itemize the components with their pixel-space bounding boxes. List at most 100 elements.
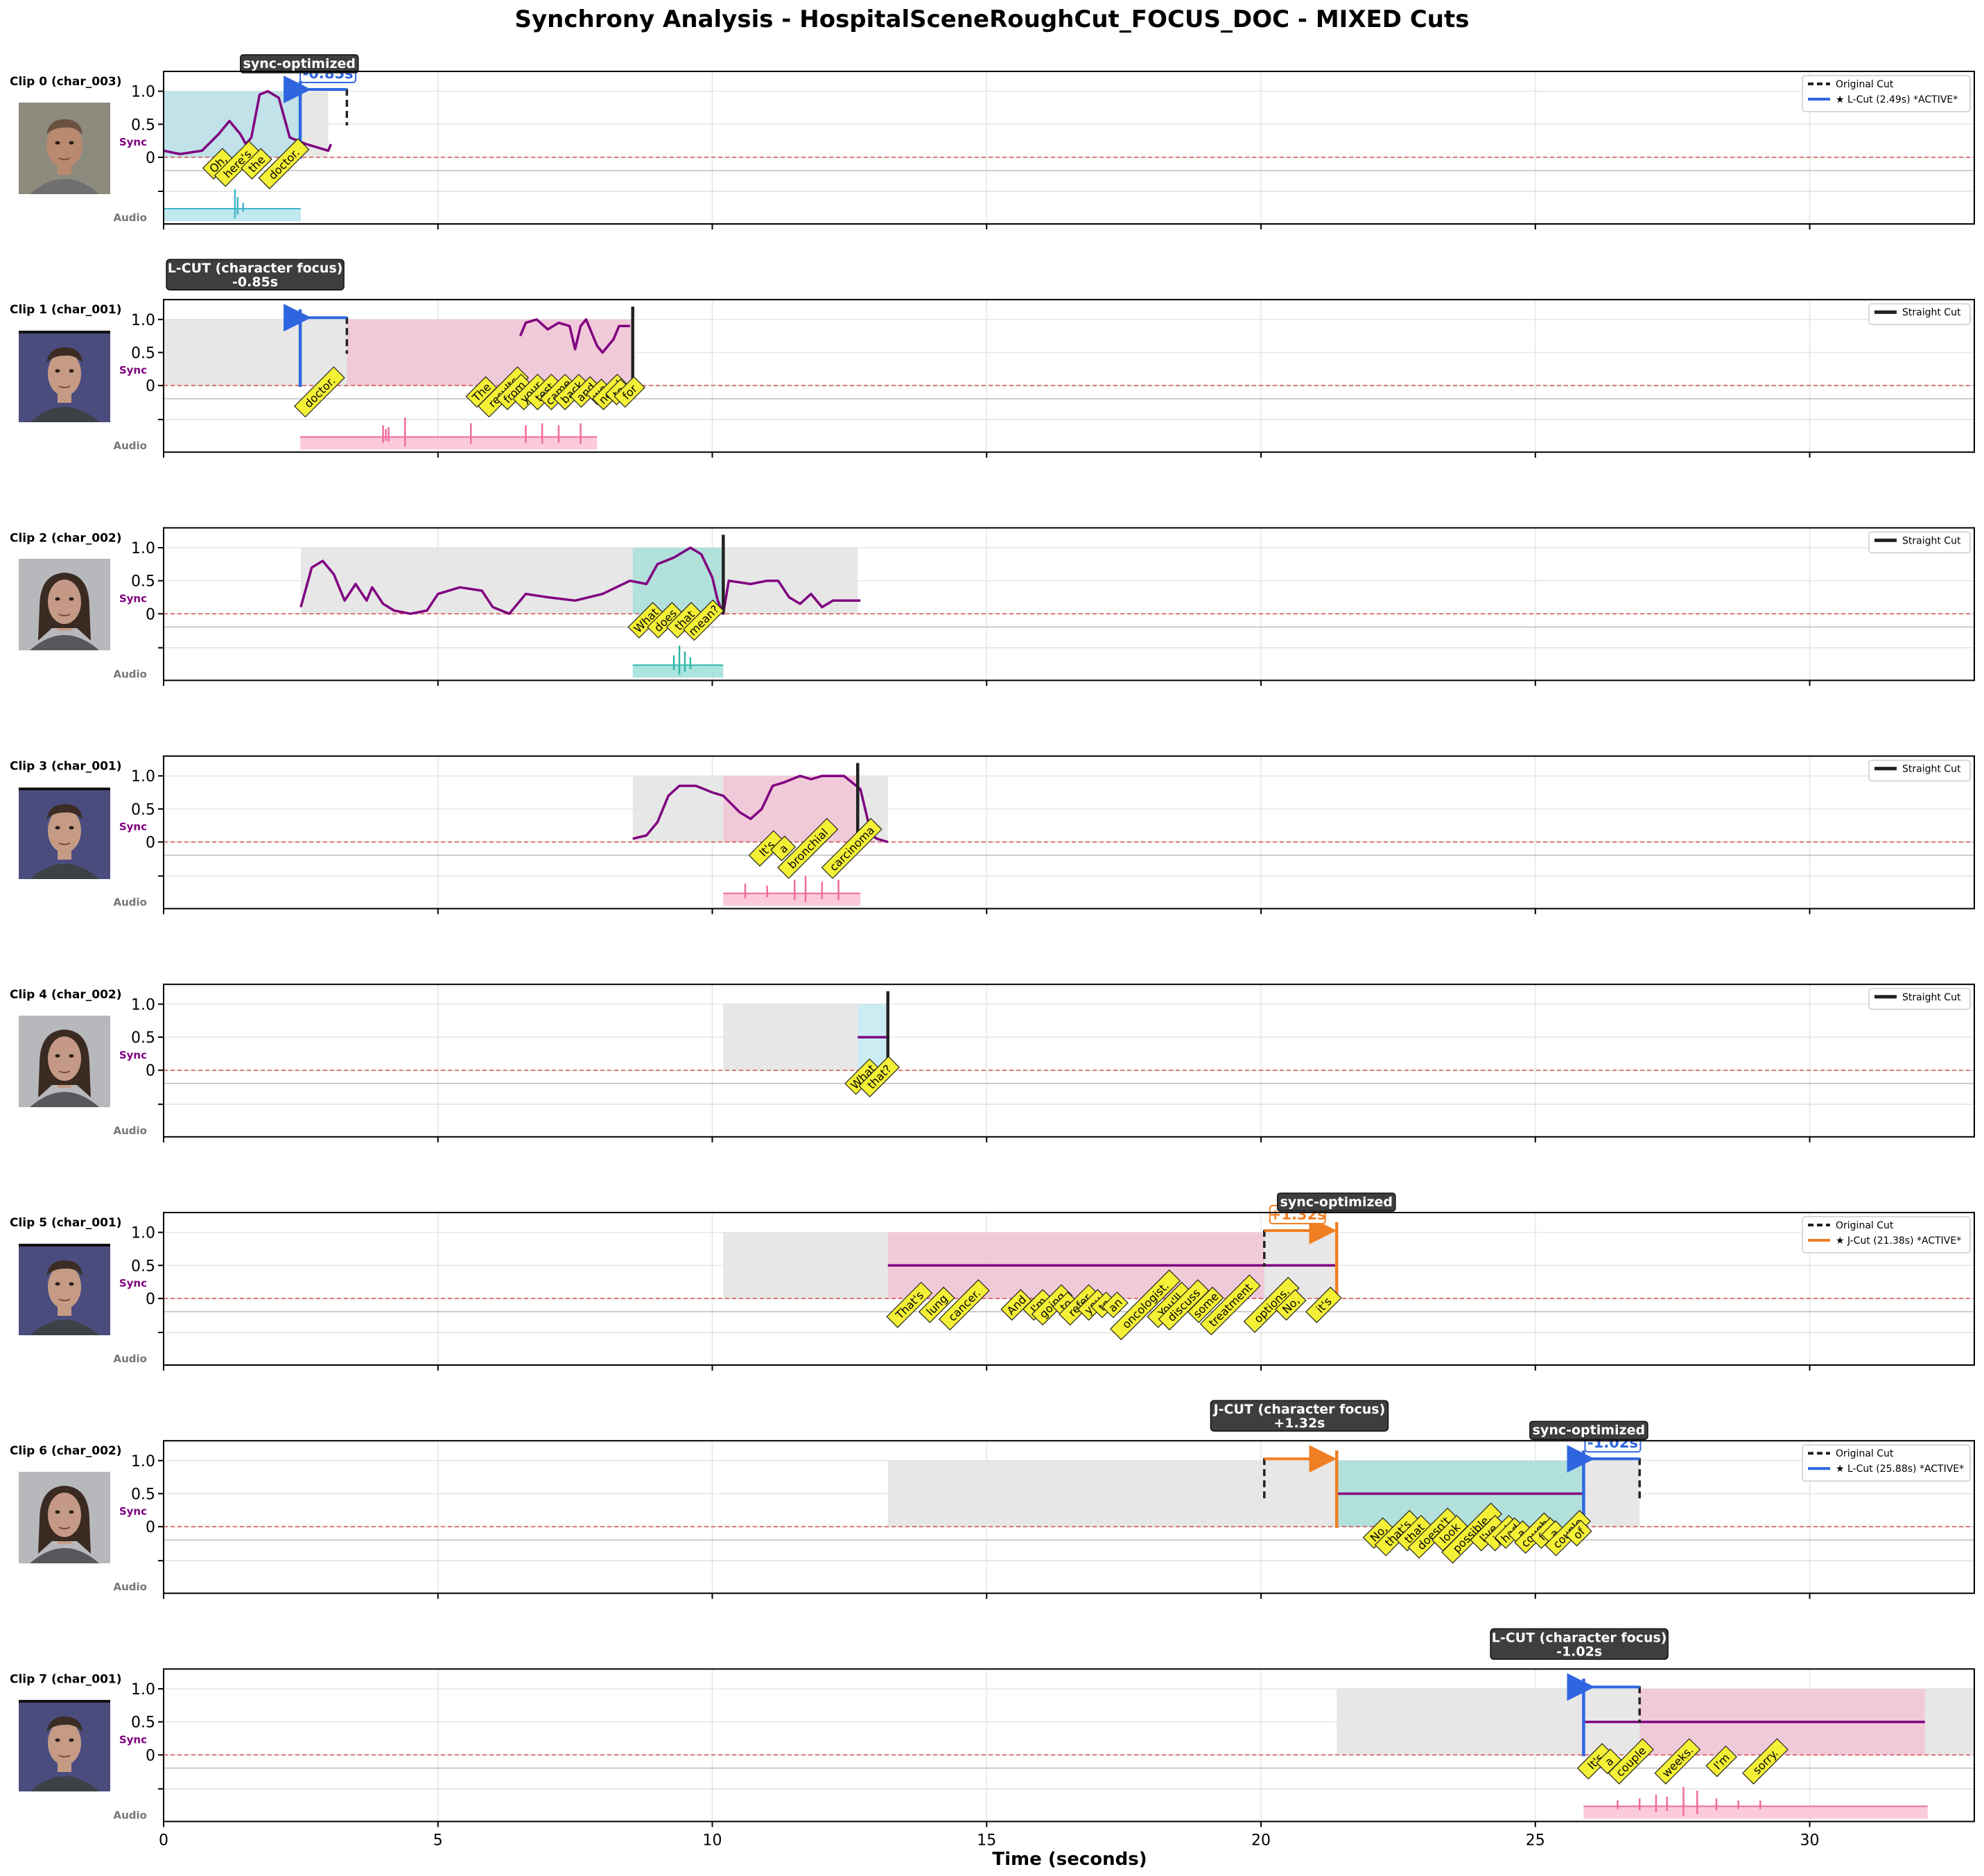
y-tick-label: 1.0	[131, 540, 155, 557]
sync-series-line	[632, 774, 889, 844]
panel-frame	[163, 755, 1975, 910]
word-label-bg	[858, 1056, 900, 1097]
audio-range-fill	[723, 893, 861, 906]
legend: Straight Cut	[1868, 759, 1971, 782]
cut-type-label: J-CUT (character focus)	[1212, 1402, 1386, 1417]
legend-entry: Original Cut	[1836, 79, 1894, 90]
speech-range-fill	[723, 776, 858, 842]
cut-type-label: L-CUT (character focus)	[168, 261, 343, 276]
legend-entry: Straight Cut	[1902, 307, 1961, 318]
sync-optimized-badge	[1529, 1421, 1648, 1440]
sync-row-label: Sync	[119, 1733, 147, 1746]
word-label-bg	[777, 817, 839, 879]
x-tick-label: 0	[159, 1832, 168, 1849]
character-thumbnail	[19, 1700, 110, 1792]
sync-series-line	[519, 318, 630, 354]
y-tick-label: 0.5	[131, 573, 155, 591]
character-thumbnail	[19, 787, 110, 879]
y-tick-label: 0	[146, 1519, 155, 1536]
audio-row-label: Audio	[114, 668, 147, 680]
word-label-bg	[886, 1281, 933, 1328]
sync-row-label: Sync	[119, 1505, 147, 1518]
y-tick-label: 0.5	[131, 345, 155, 362]
cut-shift-label: +1.32s	[1273, 1416, 1325, 1431]
word-label-bg	[1654, 1738, 1701, 1784]
word-label-bg	[293, 366, 345, 418]
cut-type-label: L-CUT (character focus)	[1492, 1630, 1667, 1645]
y-tick-label: 0.5	[131, 1714, 155, 1732]
legend: Straight Cut	[1868, 988, 1971, 1010]
x-tick-label: 10	[703, 1832, 722, 1849]
x-tick-label: 20	[1251, 1832, 1271, 1849]
sync-row-label: Sync	[119, 1277, 147, 1289]
word-label-bg	[258, 138, 310, 190]
y-tick-label: 1.0	[131, 768, 155, 785]
sync-optimized-label: sync-optimized	[243, 56, 356, 71]
word-label: a	[770, 835, 797, 862]
sync-optimized-label: sync-optimized	[1280, 1195, 1393, 1210]
clip-label: Clip 3 (char_001)	[10, 760, 122, 774]
audio-range-fill	[1583, 1806, 1928, 1819]
legend: Straight Cut	[1868, 303, 1971, 325]
sync-optimized-badge	[1277, 1192, 1396, 1212]
clip-panel: -0.85ssync-optimizedOh,here'sthedoctor.0…	[10, 54, 1975, 229]
y-tick-label: 1.0	[131, 312, 155, 329]
clip-label: Clip 1 (char_001)	[10, 303, 122, 317]
word-label-bg	[770, 835, 797, 862]
y-tick-label: 0.5	[131, 116, 155, 134]
word-label-bg	[1608, 1738, 1654, 1784]
word-label-bg	[1199, 1274, 1261, 1336]
x-axis-label: Time (seconds)	[992, 1849, 1147, 1870]
sync-row-label: Sync	[119, 821, 147, 833]
word-label-bg	[1742, 1738, 1789, 1784]
sync-row-label: Sync	[119, 592, 147, 605]
y-tick-label: 0	[146, 150, 155, 167]
y-tick-label: 1.0	[131, 84, 155, 101]
legend-box	[1868, 531, 1971, 554]
legend-box	[1868, 303, 1971, 325]
sync-row-label: Sync	[119, 136, 147, 148]
word-label-bg	[918, 1286, 955, 1323]
y-tick-label: 0	[146, 835, 155, 852]
legend-entry: ★ J-Cut (21.38s) *ACTIVE*	[1836, 1235, 1961, 1247]
x-tick-label: 15	[977, 1832, 996, 1849]
panel-frame	[163, 71, 1975, 225]
word-label-bg	[1102, 1291, 1129, 1319]
audio-range-fill	[632, 665, 724, 678]
y-tick-label: 0	[146, 378, 155, 395]
panel-frame	[163, 983, 1975, 1138]
x-tick-label: 25	[1526, 1832, 1545, 1849]
clip-label: Clip 0 (char_003)	[10, 75, 122, 89]
y-tick-label: 0	[146, 1291, 155, 1308]
character-thumbnail	[19, 331, 110, 423]
cut-shift-label: -0.85s	[232, 275, 278, 290]
sync-row-label: Sync	[119, 1049, 147, 1061]
legend-entry: Original Cut	[1836, 1448, 1894, 1459]
word-label-bg	[1705, 1745, 1737, 1778]
legend-box	[1868, 988, 1971, 1010]
y-tick-label: 1.0	[131, 1225, 155, 1242]
legend: Original Cut ★ J-Cut (21.38s) *ACTIVE*	[1802, 1216, 1971, 1253]
y-tick-label: 0.5	[131, 801, 155, 819]
word-label-bg	[614, 376, 645, 408]
audio-row-label: Audio	[114, 211, 147, 224]
word-label-bg	[1110, 1269, 1181, 1341]
clip-label: Clip 7 (char_001)	[10, 1672, 122, 1686]
panel-frame	[163, 527, 1975, 681]
legend-entry: Original Cut	[1836, 1220, 1894, 1231]
sync-optimized-label: sync-optimized	[1533, 1423, 1645, 1438]
audio-row-label: Audio	[114, 1809, 147, 1821]
y-tick-label: 0.5	[131, 1030, 155, 1047]
audio-row-label: Audio	[114, 1353, 147, 1365]
cut-type-annotation	[1490, 1628, 1669, 1660]
cut-type-annotation	[166, 259, 345, 290]
clip-panel: L-CUT (character focus)-0.85sdoctor.Ther…	[10, 259, 1975, 458]
y-tick-label: 0.5	[131, 1486, 155, 1503]
legend-box	[1802, 1444, 1971, 1482]
clip-label: Clip 2 (char_002)	[10, 531, 122, 545]
cut-shift-label: -1.02s	[1556, 1644, 1602, 1659]
character-thumbnail	[19, 1015, 110, 1107]
